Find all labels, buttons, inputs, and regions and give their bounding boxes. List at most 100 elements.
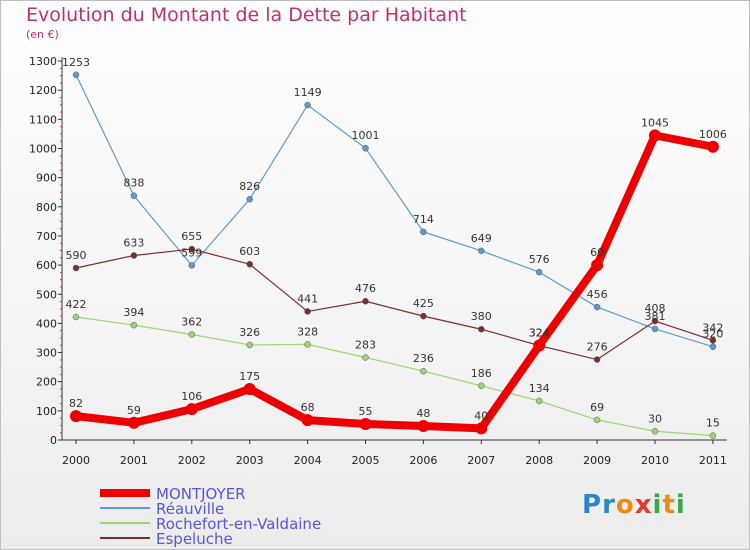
x-tick-label: 2005 [352,454,380,467]
x-tick-label: 2004 [294,454,322,467]
data-point [188,331,196,338]
data-label: 186 [471,367,492,380]
data-label: 283 [355,339,376,352]
data-point [304,341,311,348]
proxiti-logo: Proxiti [582,490,686,520]
data-point [304,308,311,315]
data-point [188,262,196,269]
logo-letter: i [652,490,663,520]
data-label: 30 [648,412,662,425]
data-point [362,144,369,152]
series-line [75,316,714,437]
x-tick-label: 2006 [409,454,437,467]
y-tick-label: 100 [36,405,57,418]
y-tick-label: 0 [50,434,57,447]
data-label: 655 [181,230,202,243]
x-tick-label: 2002 [178,454,206,467]
y-tick-label: 1300 [29,55,57,68]
data-label: 576 [529,253,550,266]
y-tick-label: 1200 [29,84,57,97]
data-point [593,303,601,311]
data-label: 394 [123,306,144,319]
data-label: 40 [474,409,488,422]
legend-swatch [100,522,150,524]
legend-swatch [100,507,150,509]
data-label: 276 [587,341,608,354]
data-label: 603 [239,245,260,258]
y-tick-label: 900 [36,172,57,185]
legend-swatch [100,537,150,539]
data-label: 175 [239,370,260,383]
logo-letter: r [602,490,616,520]
data-point [185,403,198,416]
data-label: 590 [66,249,87,262]
y-tick-label: 700 [36,230,57,243]
legend-swatch [100,489,150,497]
data-point [651,317,659,325]
data-point [72,264,80,272]
chart-title: Evolution du Montant de la Dette par Hab… [26,4,467,26]
data-point [246,341,253,349]
data-label: 82 [69,397,83,410]
y-tick-label: 600 [36,259,57,272]
data-point [362,354,369,361]
x-tick-label: 2011 [699,454,727,467]
x-tick-label: 2003 [236,454,264,467]
data-label: 134 [529,382,550,395]
data-point [709,343,717,350]
data-point [420,228,427,236]
data-point [243,382,256,395]
y-tick-label: 300 [36,347,57,360]
data-label: 425 [413,297,434,310]
data-point [301,414,314,427]
data-label: 328 [297,325,318,338]
data-point [72,313,80,321]
logo-letter: t [662,490,676,520]
x-tick-label: 2010 [641,454,669,467]
data-label: 380 [471,310,492,323]
logo-letter: i [675,490,686,520]
data-label: 342 [702,321,723,334]
data-label: 441 [297,292,318,305]
data-label: 69 [590,401,604,414]
data-label: 838 [123,177,144,190]
data-point [651,325,659,333]
data-label: 1001 [352,129,380,142]
data-point [417,420,430,433]
data-point [709,337,717,344]
data-label: 1045 [641,116,669,129]
series-line [75,248,714,361]
data-label: 714 [413,213,434,226]
series-line [75,74,714,348]
data-label: 1149 [294,86,322,99]
x-tick-label: 2009 [583,454,611,467]
data-label: 381 [645,310,666,323]
data-point [649,129,661,142]
data-label: 320 [702,328,723,341]
data-point [188,245,196,253]
data-point [651,428,659,435]
legend-label: Rochefort-en-Valdaine [156,515,322,533]
y-tick-label: 800 [36,201,57,214]
data-label: 826 [239,180,260,193]
data-point [130,321,138,329]
data-label: 476 [355,282,376,295]
legend-label: MONTJOYER [156,485,246,503]
data-point [475,422,488,435]
data-point [130,252,138,259]
x-tick-label: 2008 [525,454,553,467]
data-label: 324 [529,327,550,340]
data-point [420,312,427,320]
data-label: 408 [645,302,666,315]
y-tick-label: 400 [36,317,57,330]
data-label: 59 [127,404,141,417]
logo-letter: x [634,490,653,520]
data-point [593,356,601,363]
x-tick-label: 2000 [62,454,90,467]
data-label: 362 [181,315,202,328]
data-point [478,247,485,255]
data-point [246,195,253,203]
y-tick-label: 1100 [29,113,57,126]
data-label: 1006 [699,128,727,141]
